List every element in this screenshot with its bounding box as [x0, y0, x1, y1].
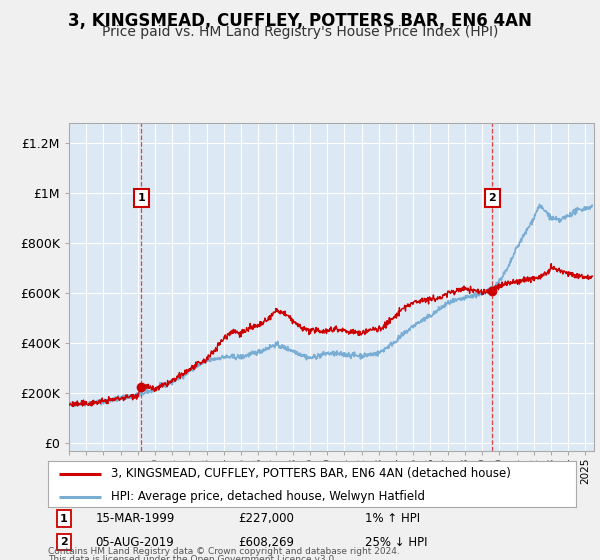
Text: 1% ↑ HPI: 1% ↑ HPI	[365, 512, 420, 525]
Text: Contains HM Land Registry data © Crown copyright and database right 2024.: Contains HM Land Registry data © Crown c…	[48, 547, 400, 556]
Text: 3, KINGSMEAD, CUFFLEY, POTTERS BAR, EN6 4AN: 3, KINGSMEAD, CUFFLEY, POTTERS BAR, EN6 …	[68, 12, 532, 30]
Text: £608,269: £608,269	[238, 535, 294, 549]
Text: 2: 2	[488, 193, 496, 203]
Text: This data is licensed under the Open Government Licence v3.0.: This data is licensed under the Open Gov…	[48, 555, 337, 560]
Text: 25% ↓ HPI: 25% ↓ HPI	[365, 535, 427, 549]
Text: Price paid vs. HM Land Registry's House Price Index (HPI): Price paid vs. HM Land Registry's House …	[102, 25, 498, 39]
Text: 1: 1	[137, 193, 145, 203]
Text: HPI: Average price, detached house, Welwyn Hatfield: HPI: Average price, detached house, Welw…	[112, 490, 425, 503]
Text: 05-AUG-2019: 05-AUG-2019	[95, 535, 174, 549]
Text: 15-MAR-1999: 15-MAR-1999	[95, 512, 175, 525]
Text: £227,000: £227,000	[238, 512, 294, 525]
Text: 1: 1	[60, 514, 68, 524]
Text: 2: 2	[60, 537, 68, 547]
Text: 3, KINGSMEAD, CUFFLEY, POTTERS BAR, EN6 4AN (detached house): 3, KINGSMEAD, CUFFLEY, POTTERS BAR, EN6 …	[112, 467, 511, 480]
